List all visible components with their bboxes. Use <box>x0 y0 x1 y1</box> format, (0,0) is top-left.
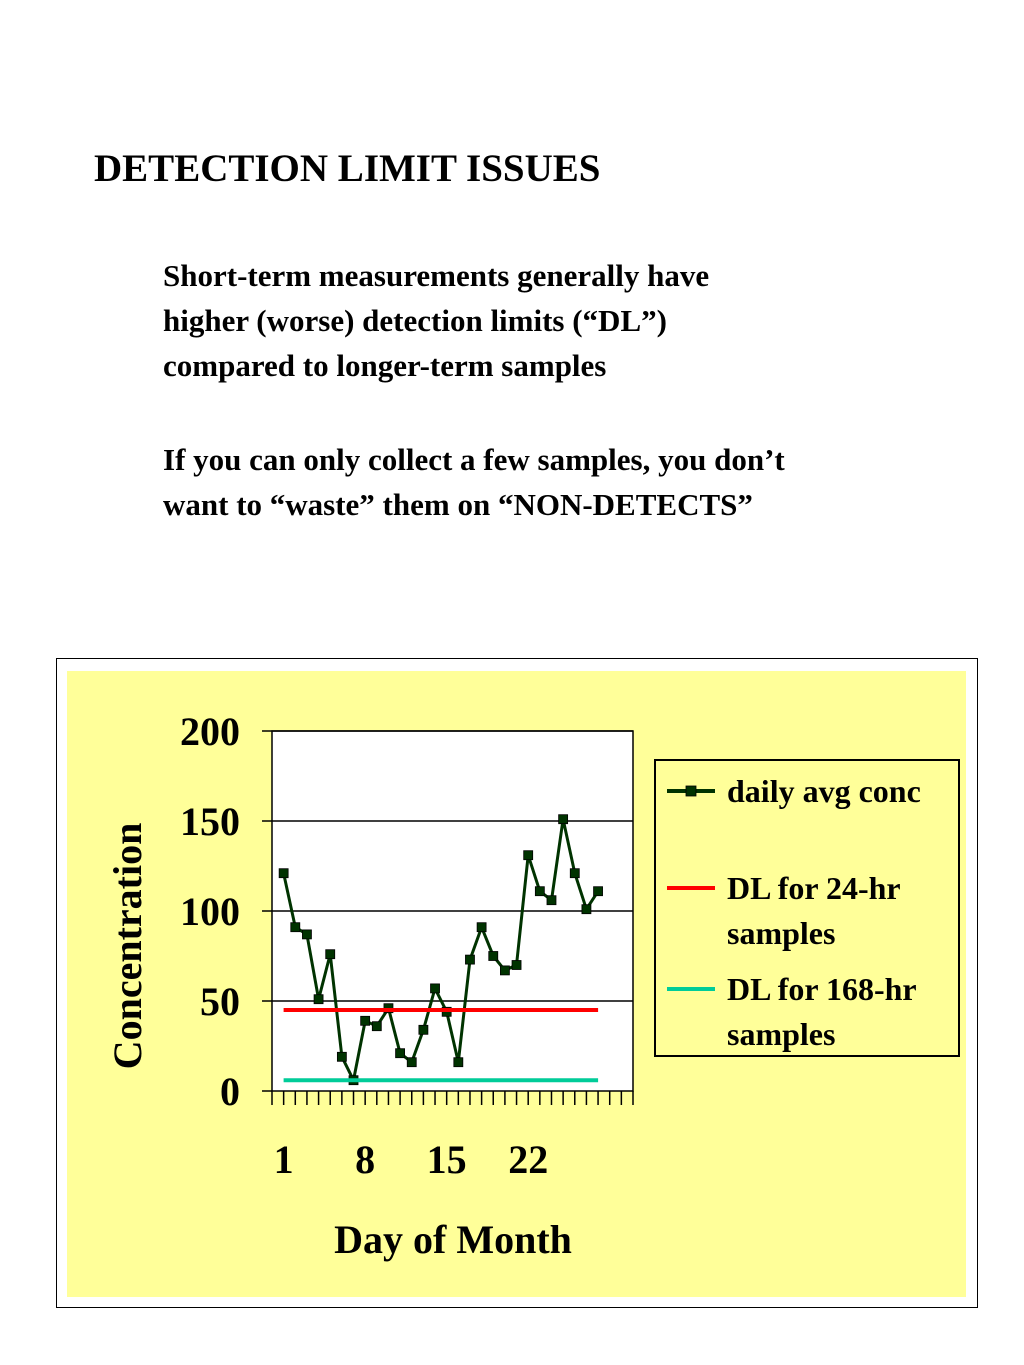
chart-frame: 0 50 100 150 200 1 8 15 22 Concentration Day of … <box>56 658 978 1308</box>
data-point <box>453 1057 464 1068</box>
y-tick-label: 50 <box>200 979 240 1024</box>
y-tick-label: 100 <box>180 889 240 934</box>
axes: 0 50 100 150 200 1 8 15 22 <box>180 709 634 1182</box>
paragraph-line: compared to longer-term samples <box>163 348 607 383</box>
data-point <box>465 954 475 965</box>
data-point <box>336 1051 347 1062</box>
series-line-daily-avg <box>282 817 600 1082</box>
data-point <box>395 1048 405 1059</box>
paragraph-detection-limits: Short-term measurements generally have h… <box>163 253 963 388</box>
data-point <box>581 904 592 915</box>
data-point <box>511 960 522 970</box>
data-point <box>569 868 580 879</box>
data-point <box>371 1021 382 1032</box>
y-axis-label: Concentration <box>105 823 150 1070</box>
data-point <box>593 886 603 897</box>
legend-entry: DL for 24-hr samples <box>667 870 901 951</box>
plot-border <box>271 730 634 1092</box>
slide-title: DETECTION LIMIT ISSUES <box>94 147 601 190</box>
data-point <box>406 1057 417 1068</box>
series-group <box>278 814 603 1086</box>
legend-label: DL for 24-hr <box>727 870 901 906</box>
legend-entry: daily avg conc <box>667 773 921 809</box>
paragraph-line: want to “waste” them on “NON-DETECTS” <box>163 487 753 522</box>
paragraph-line: If you can only collect a few samples, y… <box>163 442 785 477</box>
legend-label: samples <box>727 915 835 951</box>
data-point <box>313 994 324 1005</box>
data-point <box>558 814 569 825</box>
data-point <box>290 922 301 933</box>
data-point <box>500 965 510 976</box>
paragraph-sample-advice: If you can only collect a few samples, y… <box>163 437 963 527</box>
data-point <box>418 1024 429 1035</box>
line-chart: 0 50 100 150 200 1 8 15 22 Concentration Day of … <box>67 671 966 1297</box>
data-point <box>534 886 545 897</box>
x-tick-label: 22 <box>508 1137 548 1182</box>
data-point <box>523 850 534 861</box>
x-tick-label: 1 <box>274 1137 294 1182</box>
data-point <box>476 922 487 933</box>
legend-entry: DL for 168-hr samples <box>667 971 917 1052</box>
data-point <box>488 951 499 961</box>
y-tick-label: 200 <box>180 709 240 754</box>
paragraph-line: Short-term measurements generally have <box>163 258 710 293</box>
legend-label: DL for 168-hr <box>727 971 917 1007</box>
legend-swatch-marker <box>685 785 697 797</box>
paragraph-line: higher (worse) detection limits (“DL”) <box>163 303 667 338</box>
x-tick-label: 8 <box>355 1137 375 1182</box>
data-point <box>278 868 289 879</box>
legend-label: samples <box>727 1016 835 1052</box>
data-point <box>360 1015 371 1026</box>
x-axis-label: Day of Month <box>334 1217 572 1262</box>
legend-box <box>654 759 960 1057</box>
x-tick-label: 15 <box>427 1137 467 1182</box>
y-tick-label: 0 <box>220 1069 240 1114</box>
data-point <box>325 949 336 960</box>
y-tick-label: 150 <box>180 799 240 844</box>
legend-label: daily avg conc <box>727 773 921 809</box>
data-point <box>302 929 312 940</box>
data-point <box>430 983 440 994</box>
data-point <box>546 895 557 906</box>
